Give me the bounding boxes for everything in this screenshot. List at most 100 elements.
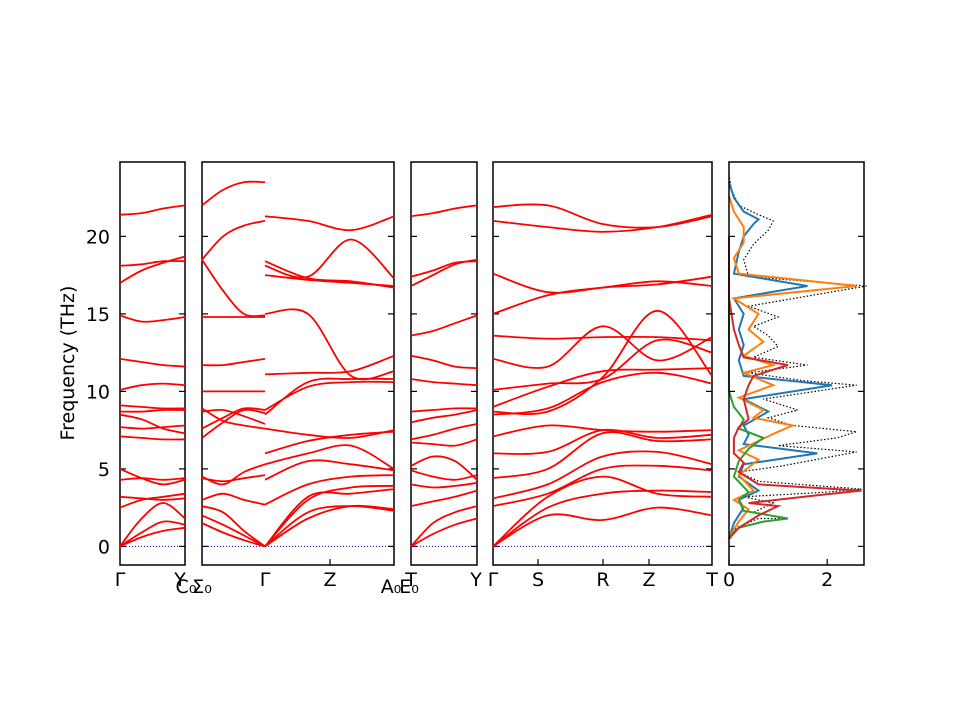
band-line-7 [264,444,395,470]
band-line-16 [119,255,186,284]
band-line-8 [410,423,478,441]
band-line-6 [264,459,395,481]
band-line-1 [264,504,395,548]
band-line-2 [201,514,266,548]
band-line-10 [201,407,266,430]
dos-curve-5 [728,236,862,540]
band-line-3 [410,489,478,507]
band-line-3 [492,475,713,548]
x-tick-label: Y [173,569,186,591]
x-tick-label: A₀ [381,576,402,598]
band-line-2 [264,505,395,548]
x-tick-label: C₀ [176,576,197,598]
y-tick-label: 10 [86,381,110,403]
panel-frame [201,161,395,566]
band-line-12 [492,338,713,391]
band-line-17 [119,260,186,267]
y-axis-title: Frequency (THz) [57,286,79,441]
band-line-10 [410,407,478,413]
band-line-10 [492,309,713,415]
band-line-1 [119,502,186,547]
panel-frame [119,161,186,566]
band-line-16 [201,180,266,207]
x-tick-label: S [532,569,544,591]
band-line-10 [119,413,186,435]
band-line-4 [119,492,186,509]
band-panel-1 [119,161,186,566]
band-line-15 [410,260,478,278]
y-tick-label: 5 [98,459,110,481]
y-tick-label: 20 [86,226,110,248]
band-line-8 [119,435,186,441]
band-line-3 [201,505,266,548]
band-line-3 [119,526,186,548]
band-line-17 [264,215,395,232]
x-tick-label: R [596,569,609,591]
band-line-2 [492,489,713,548]
x-tick-label: T [404,569,417,591]
band-line-9 [201,408,266,425]
band-line-13 [264,308,395,381]
bands-panel-1 [119,204,186,548]
band-line-18 [119,204,186,216]
band-line-7 [410,438,478,447]
band-line-12 [264,354,395,376]
dos-x-tick-label: 0 [723,569,735,591]
bands-panel-4 [410,204,478,548]
y-tick-label: 0 [98,536,110,558]
band-line-11 [264,377,395,416]
band-line-11 [119,408,186,413]
band-line-1 [201,522,266,548]
band-line-2 [410,505,478,548]
x-tick-label: Z [642,569,655,591]
band-line-5 [264,474,395,506]
band-panel-3 [410,161,478,566]
band-line-11 [410,378,478,387]
x-tick-label: Γ [115,569,126,591]
band-line-12 [410,354,478,369]
band-line-11 [492,367,713,408]
bands-panel-3 [264,215,395,548]
band-line-4 [264,485,395,548]
band-line-14 [201,259,266,318]
bands-panel-5 [492,203,713,548]
dos-curve-3 [728,195,857,538]
band-line-3 [264,488,395,547]
band-line-1 [410,517,478,548]
dos-frame [728,161,865,566]
dos-x-tick-label: 2 [821,569,833,591]
band-line-15 [264,238,395,279]
panel-frame [410,161,478,566]
band-line-1 [492,506,713,548]
x-tick-label: E₀ [399,576,419,598]
band-panel-2 [201,161,395,566]
band-line-14 [492,334,713,342]
band-line-4 [201,492,266,506]
band-line-9 [264,427,395,439]
x-tick-label: Γ [488,569,499,591]
band-line-5 [492,450,713,500]
band-line-16 [264,260,395,289]
band-line-16 [492,272,713,294]
band-line-5 [410,469,478,481]
band-line-9 [492,371,713,416]
band-line-6 [410,455,478,481]
band-line-13 [492,325,713,369]
band-line-9 [410,409,478,424]
bands-panel-2 [201,180,266,548]
band-line-14 [119,358,186,368]
band-line-15 [119,314,186,323]
band-line-7 [201,408,266,439]
band-line-18 [492,203,713,229]
x-tick-label: T [705,569,718,591]
band-line-4 [410,482,478,489]
dos-curve-4 [728,236,789,538]
band-line-2 [119,520,186,548]
band-line-13 [410,314,478,337]
band-line-14 [410,258,478,287]
band-line-4 [492,464,713,507]
band-line-6 [119,477,186,481]
